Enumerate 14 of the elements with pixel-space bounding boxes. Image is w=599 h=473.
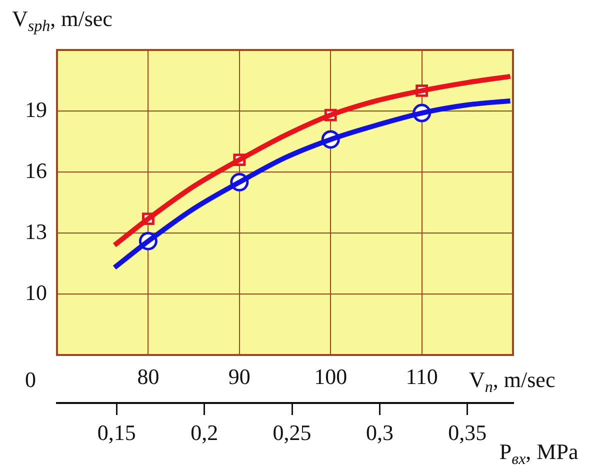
y-tick-label: 13 (25, 218, 47, 244)
x2-tick-label: 0,15 (97, 420, 136, 445)
x-tick-label: 90 (228, 364, 250, 389)
y-tick-label: 10 (25, 280, 47, 305)
x2-tick-label: 0,2 (190, 420, 218, 445)
x2-tick-label: 0,35 (448, 420, 487, 445)
y-tick-label: 16 (25, 158, 47, 183)
text: 0 (25, 367, 36, 392)
x2-tick-label: 0,25 (272, 420, 312, 445)
x-tick-label: 80 (137, 364, 160, 389)
x-tick-label: 110 (406, 364, 438, 389)
y-tick-label: 19 (25, 96, 47, 122)
x2-tick-label: 0,3 (366, 420, 394, 445)
x-tick-label: 100 (314, 364, 348, 389)
